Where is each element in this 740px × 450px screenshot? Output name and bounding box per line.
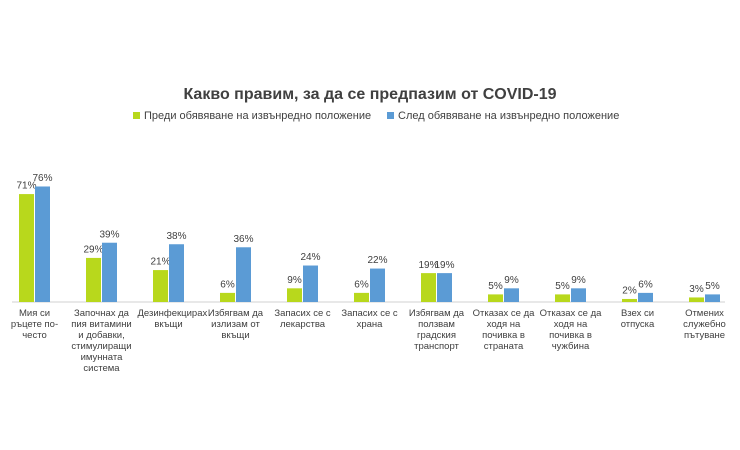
bar [153, 270, 168, 302]
value-label: 39% [99, 229, 119, 240]
value-label: 9% [504, 275, 519, 286]
x-tick-label: Запасих се с лекарства [274, 308, 331, 330]
x-tick-label: Дезинфекцирах вкъщи [137, 308, 208, 330]
bar [421, 273, 436, 302]
value-label: 3% [689, 284, 704, 295]
x-tick-label: Мия си ръцете по-често [10, 308, 59, 341]
bar [571, 288, 586, 302]
bar [287, 288, 302, 302]
x-tick-label: Отмених служебно пътуване [683, 308, 726, 341]
value-label: 29% [83, 245, 103, 256]
legend-swatch [133, 112, 140, 119]
x-tick-label: Започнах да пия витамини и добавки, стим… [71, 308, 132, 374]
bar [488, 294, 503, 302]
value-label: 6% [638, 280, 653, 291]
bar [437, 273, 452, 302]
bar [102, 242, 117, 302]
value-label: 9% [287, 275, 302, 286]
bar [370, 268, 385, 302]
value-label: 5% [705, 281, 720, 292]
value-label: 2% [622, 286, 637, 297]
bar [35, 186, 50, 302]
value-label: 6% [220, 280, 235, 291]
value-label: 19% [434, 260, 454, 271]
x-tick-label: Отказах се да ходя на почивка в страната [472, 308, 535, 352]
x-tick-label: Избягвам да излизам от вкъщи [207, 308, 264, 341]
bar [303, 265, 318, 302]
x-tick-label: Избягвам да ползвам градския транспорт [408, 308, 465, 352]
value-label: 71% [16, 181, 36, 192]
bar [19, 194, 34, 302]
bar [705, 294, 720, 302]
value-label: 6% [354, 280, 369, 291]
bar [504, 288, 519, 302]
value-label: 21% [150, 257, 170, 268]
legend-label: След обявяване на извънредно положение [398, 110, 619, 122]
bar [638, 292, 653, 302]
value-label: 9% [571, 275, 586, 286]
legend-swatch [387, 112, 394, 119]
bar [169, 244, 184, 302]
x-tick-label: Взех си отпуска [620, 308, 655, 330]
bar [236, 247, 251, 302]
value-label: 5% [488, 281, 503, 292]
bar [86, 257, 101, 302]
legend-label: Преди обявяване на извънредно положение [144, 110, 371, 122]
value-label: 19% [418, 260, 438, 271]
value-label: 5% [555, 281, 570, 292]
bar [354, 292, 369, 302]
value-label: 38% [166, 231, 186, 242]
value-label: 76% [32, 173, 52, 184]
x-tick-label: Отказах се да ходя на почивка в чужбина [539, 308, 602, 352]
chart-title: Какво правим, за да се предпазим от COVI… [183, 86, 556, 103]
bar [689, 297, 704, 302]
value-label: 24% [300, 252, 320, 263]
bar [555, 294, 570, 302]
bar [622, 298, 637, 302]
x-tick-label: Запасих се с храна [341, 308, 398, 330]
value-label: 36% [233, 234, 253, 245]
bar [220, 292, 235, 302]
value-label: 22% [367, 255, 387, 266]
